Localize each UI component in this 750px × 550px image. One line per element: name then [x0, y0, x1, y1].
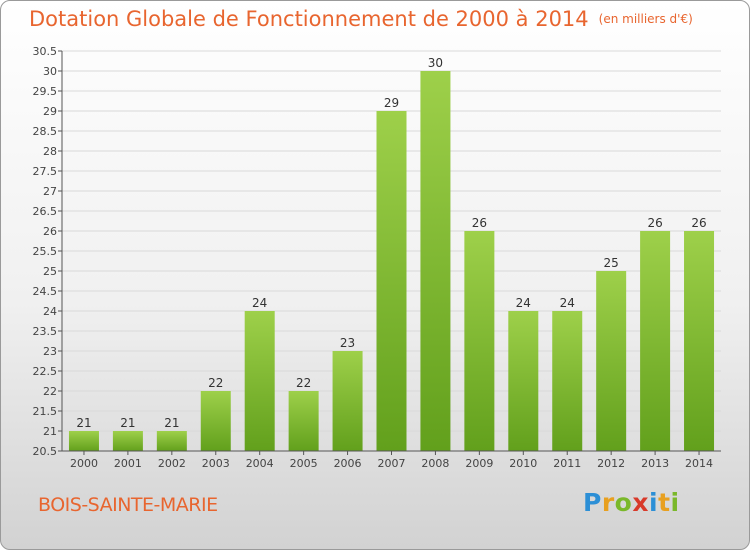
y-tick-label: 25.5 [33, 245, 58, 258]
bar-2003 [200, 391, 231, 451]
y-tick-label: 22 [43, 385, 57, 398]
y-tick-label: 27.5 [33, 165, 58, 178]
x-tick-label: 2008 [421, 457, 449, 470]
y-tick-label: 23.5 [33, 325, 58, 338]
data-label: 26 [647, 216, 662, 230]
bar-2008 [420, 71, 451, 451]
y-tick-label: 27 [43, 185, 57, 198]
y-tick-label: 21 [43, 425, 57, 438]
y-tick-label: 24 [43, 305, 57, 318]
y-tick-label: 20.5 [33, 445, 58, 458]
bar-2001 [112, 431, 143, 451]
bar-2014 [684, 231, 715, 451]
y-tick-label: 24.5 [33, 285, 58, 298]
x-tick-label: 2005 [290, 457, 318, 470]
x-tick-label: 2013 [641, 457, 669, 470]
bar-2011 [552, 311, 583, 451]
y-tick-label: 29.5 [33, 85, 58, 98]
logo-letter: i [670, 488, 680, 517]
data-label: 26 [472, 216, 487, 230]
data-label: 29 [384, 96, 399, 110]
data-label: 25 [604, 256, 619, 270]
y-tick-label: 30.5 [33, 45, 58, 58]
data-label: 30 [428, 56, 443, 70]
bar-2005 [288, 391, 319, 451]
bar-2012 [596, 271, 627, 451]
y-tick-label: 28 [43, 145, 57, 158]
data-label: 21 [120, 416, 135, 430]
y-tick-label: 29 [43, 105, 57, 118]
x-tick-label: 2009 [465, 457, 493, 470]
chart-title-unit: (en milliers d'€) [598, 12, 693, 26]
x-tick-label: 2011 [553, 457, 581, 470]
chart-title-main: Dotation Globale de Fonctionnement de 20… [29, 7, 589, 31]
data-label: 24 [252, 296, 267, 310]
x-tick-label: 2001 [114, 457, 142, 470]
x-tick-label: 2002 [158, 457, 186, 470]
x-tick-label: 2014 [685, 457, 713, 470]
bar-2007 [376, 111, 407, 451]
x-tick-label: 2010 [509, 457, 537, 470]
y-tick-label: 22.5 [33, 365, 58, 378]
axes: 20.5 21 21.5 22 22.5 23 23.5 24 24.5 25 25.5 26 26.5… [33, 45, 721, 470]
data-label: 23 [340, 336, 355, 350]
y-tick-label: 21.5 [33, 405, 58, 418]
logo-letter: o [614, 488, 633, 517]
data-label: 26 [691, 216, 706, 230]
data-label: 22 [208, 376, 223, 390]
x-tick-label: 2004 [246, 457, 274, 470]
commune-name: BOIS-SAINTE-MARIE [38, 494, 218, 516]
logo-letter: i [649, 488, 659, 517]
bar-2013 [640, 231, 671, 451]
data-label: 21 [76, 416, 91, 430]
bars: 21 21 21 22 24 22 23 29 30 26 24 24 25 26 26 [68, 56, 715, 451]
bar-2006 [332, 351, 363, 451]
y-tick-label: 25 [43, 265, 57, 278]
bar-2010 [508, 311, 539, 451]
bar-2000 [68, 431, 99, 451]
x-tick-label: 2003 [202, 457, 230, 470]
logo-letter: x [632, 488, 649, 517]
y-tick-label: 26 [43, 225, 57, 238]
bar-2009 [464, 231, 495, 451]
logo-letter: P [583, 488, 602, 517]
y-tick-label: 23 [43, 345, 57, 358]
bar-2004 [244, 311, 275, 451]
data-label: 22 [296, 376, 311, 390]
y-tick-label: 28.5 [33, 125, 58, 138]
x-tick-label: 2000 [70, 457, 98, 470]
data-label: 24 [560, 296, 575, 310]
y-tick-label: 26.5 [33, 205, 58, 218]
data-label: 21 [164, 416, 179, 430]
logo-letter: t [658, 488, 671, 517]
x-tick-label: 2012 [597, 457, 625, 470]
x-tick-label: 2006 [334, 457, 362, 470]
proxiti-logo: Proxiti [583, 488, 680, 517]
data-label: 24 [516, 296, 531, 310]
bar-2002 [156, 431, 187, 451]
logo-letter: r [601, 488, 615, 517]
y-tick-label: 30 [43, 65, 57, 78]
chart-title: Dotation Globale de Fonctionnement de 20… [29, 7, 693, 31]
x-tick-label: 2007 [378, 457, 406, 470]
